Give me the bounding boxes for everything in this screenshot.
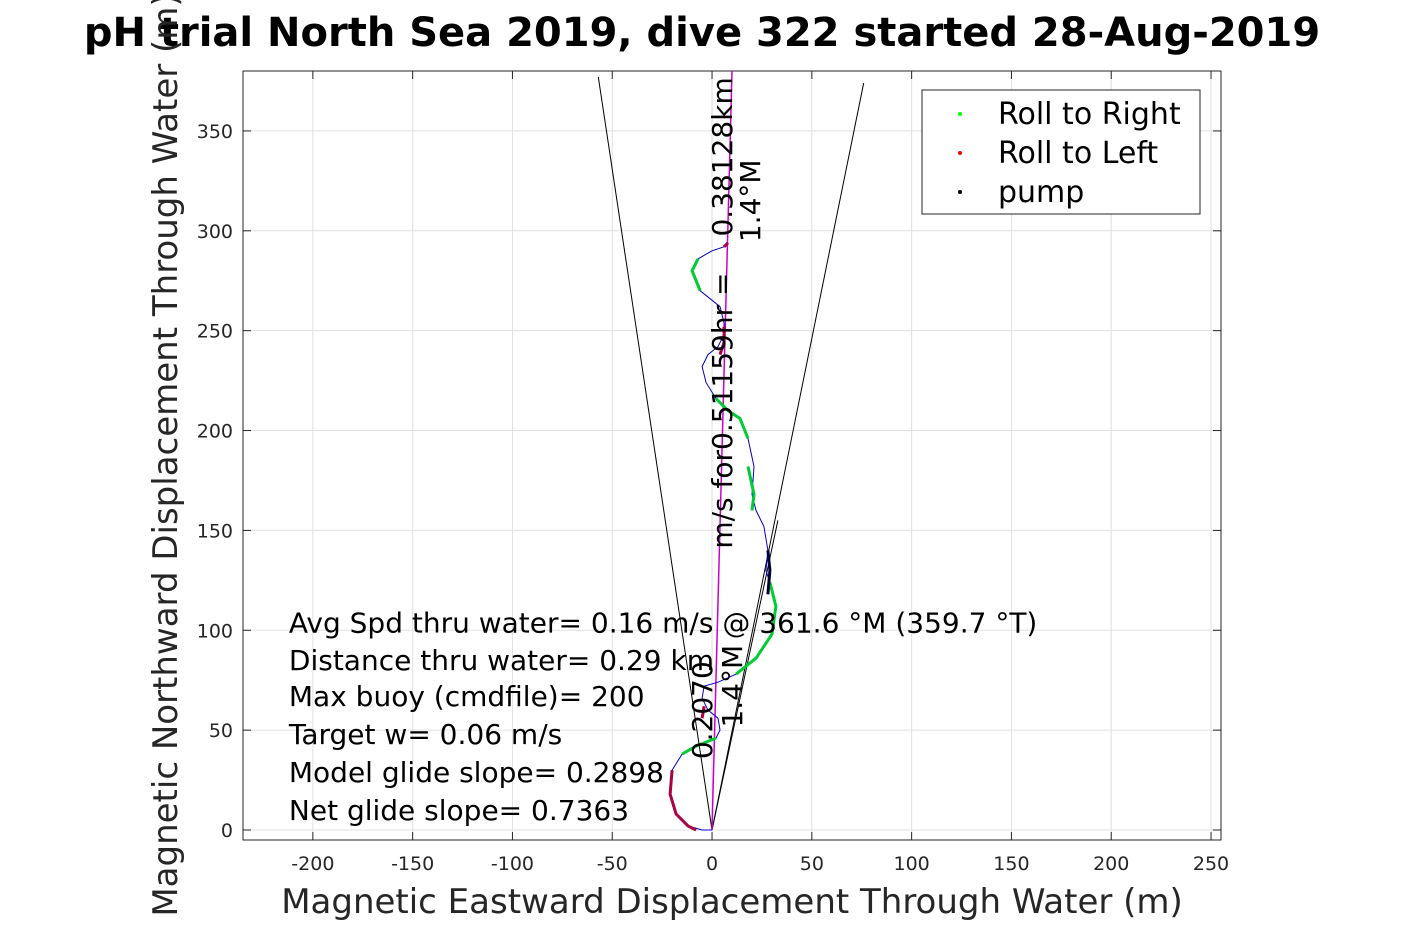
- roll-left-segment: [718, 326, 726, 356]
- annotation-text: Model glide slope= 0.2898: [289, 756, 664, 789]
- x-tick-label: 250: [1193, 853, 1229, 875]
- annotation-text: Target w= 0.06 m/s: [288, 718, 562, 751]
- x-tick-label: 100: [893, 853, 929, 875]
- grid: [243, 71, 1221, 840]
- roll-right-segment: [714, 397, 750, 440]
- roll-left-segment: [700, 705, 706, 719]
- y-tick-label: 200: [197, 421, 233, 443]
- y-tick-label: 150: [197, 520, 233, 542]
- roll-right-segment: [746, 466, 756, 511]
- rotated-label: m/s for0.51159hr =: [706, 273, 739, 549]
- annotation-text: Avg Spd thru water= 0.16 m/s @ 361.6 °M …: [289, 606, 1037, 639]
- x-tick-label: 50: [800, 853, 824, 875]
- y-tick-label: 100: [197, 620, 233, 642]
- y-tick-label: 300: [197, 221, 233, 243]
- rotated-label: 0.2070: [686, 661, 719, 759]
- roll-left-segment: [722, 241, 730, 248]
- y-axis-label: Magnetic Northward Displacement Through …: [146, 0, 186, 917]
- x-tick-label: -200: [291, 853, 334, 875]
- legend-label: pump: [998, 175, 1084, 210]
- cone-line: [597, 76, 713, 831]
- legend-label: Roll to Left: [998, 136, 1158, 171]
- roll-left-segment: [668, 769, 697, 832]
- x-axis-label: Magnetic Eastward Displacement Through W…: [281, 882, 1183, 922]
- legend-marker: [958, 151, 962, 155]
- legend: Roll to Right Roll to Left pump: [921, 89, 1201, 215]
- y-tick-label: 250: [197, 321, 233, 343]
- rotated-label: 1.4°M: [716, 645, 749, 728]
- annotation-text: Max buoy (cmdfile)= 200: [289, 680, 645, 713]
- annotation-text: Distance thru water= 0.29 km: [289, 644, 714, 677]
- annotation-text: Net glide slope= 0.7363: [289, 794, 629, 827]
- roll-right-segment: [735, 581, 778, 676]
- chart-title: pH trial North Sea 2019, dive 322 starte…: [84, 10, 1320, 56]
- cone-line: [711, 82, 865, 831]
- roll-right-segment: [690, 258, 702, 292]
- axis-ticks: -200 -150 -100 -50 0 50 100 150 200 250 0 50 100 150 2…: [197, 71, 1229, 875]
- legend-marker: [958, 112, 962, 116]
- dive-track: [668, 70, 778, 832]
- x-tick-label: -50: [597, 853, 628, 875]
- roll-right-segment: [681, 736, 717, 756]
- y-tick-label: 350: [197, 121, 233, 143]
- x-tick-label: 200: [1093, 853, 1129, 875]
- heading-line: [711, 70, 733, 831]
- legend-marker: [958, 190, 962, 194]
- y-tick-label: 50: [209, 720, 233, 742]
- rotated-label: 1.4°M: [734, 159, 767, 242]
- legend-box: [921, 89, 1201, 215]
- annotations: Avg Spd thru water= 0.16 m/s @ 361.6 °M …: [288, 606, 1037, 827]
- x-tick-label: 150: [993, 853, 1029, 875]
- legend-label: Roll to Right: [998, 97, 1181, 132]
- rotated-label: 0.38128km: [706, 77, 739, 236]
- x-tick-label: 0: [706, 853, 718, 875]
- y-tick-label: 0: [221, 820, 233, 842]
- x-tick-label: -100: [491, 853, 534, 875]
- pump-segment: [766, 550, 772, 595]
- x-tick-label: -150: [391, 853, 434, 875]
